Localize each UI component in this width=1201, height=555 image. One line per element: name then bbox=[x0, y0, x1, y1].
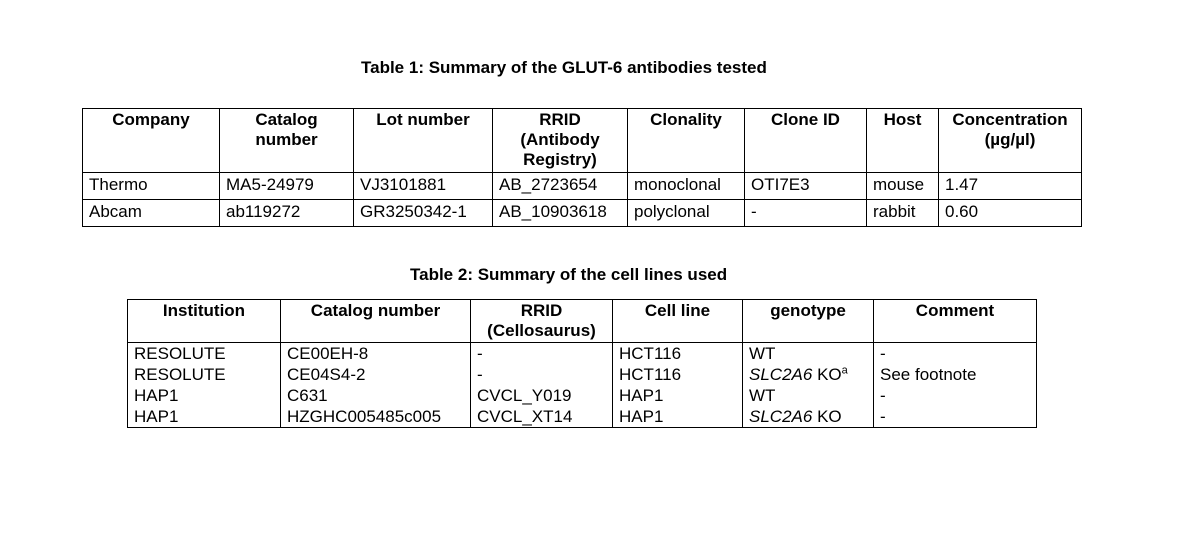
cell-rrid: AB_2723654 bbox=[492, 172, 628, 200]
header-comment: Comment bbox=[873, 299, 1037, 343]
cell-clone-id: OTI7E3 bbox=[744, 172, 867, 200]
cell-clone-id: - bbox=[744, 199, 867, 227]
cell-catalog-number: MA5-24979 bbox=[219, 172, 354, 200]
cell-institution: HAP1 bbox=[127, 406, 281, 428]
cell-company: Thermo bbox=[82, 172, 220, 200]
table-row: HAP1 C631 CVCL_Y019 HAP1 WT - bbox=[127, 385, 1037, 406]
header-catalog-number: Catalog number bbox=[219, 108, 354, 173]
header-catalog-number: Catalog number bbox=[280, 299, 471, 343]
cell-rrid: - bbox=[470, 342, 613, 364]
header-clonality: Clonality bbox=[627, 108, 745, 173]
cell-genotype: WT bbox=[742, 342, 874, 364]
cell-lines-table: Institution Catalog number RRID (Cellosa… bbox=[127, 299, 1037, 428]
header-genotype: genotype bbox=[742, 299, 874, 343]
cell-clonality: polyclonal bbox=[627, 199, 745, 227]
cell-host: mouse bbox=[866, 172, 939, 200]
header-rrid: RRID (Cellosaurus) bbox=[470, 299, 613, 343]
cell-cell-line: HAP1 bbox=[612, 406, 743, 428]
genotype-value: WT bbox=[749, 344, 776, 363]
cell-comment: See footnote bbox=[873, 364, 1037, 385]
header-institution: Institution bbox=[127, 299, 281, 343]
header-clone-id: Clone ID bbox=[744, 108, 867, 173]
cell-lot-number: VJ3101881 bbox=[353, 172, 493, 200]
cell-rrid: - bbox=[470, 364, 613, 385]
genotype-value: KO bbox=[817, 365, 842, 384]
table-row: Thermo MA5-24979 VJ3101881 AB_2723654 mo… bbox=[82, 172, 1082, 200]
cell-genotype: SLC2A6 KO bbox=[742, 406, 874, 428]
antibodies-table: Company Catalog number Lot number RRID (… bbox=[82, 108, 1082, 227]
cell-catalog-number: CE04S4-2 bbox=[280, 364, 471, 385]
cell-concentration: 1.47 bbox=[938, 172, 1082, 200]
cell-catalog-number: CE00EH-8 bbox=[280, 342, 471, 364]
header-company: Company bbox=[82, 108, 220, 173]
cell-catalog-number: C631 bbox=[280, 385, 471, 406]
cell-lot-number: GR3250342-1 bbox=[353, 199, 493, 227]
cell-rrid: CVCL_Y019 bbox=[470, 385, 613, 406]
genotype-gene: SLC2A6 bbox=[749, 407, 813, 426]
header-cell-line: Cell line bbox=[612, 299, 743, 343]
table-row: RESOLUTE CE00EH-8 - HCT116 WT - bbox=[127, 342, 1037, 364]
cell-cell-line: HCT116 bbox=[612, 342, 743, 364]
cell-rrid: CVCL_XT14 bbox=[470, 406, 613, 428]
cell-clonality: monoclonal bbox=[627, 172, 745, 200]
table1-caption: Table 1: Summary of the GLUT-6 antibodie… bbox=[361, 58, 767, 77]
header-concentration: Concentration (µg/µl) bbox=[938, 108, 1082, 173]
cell-genotype: WT bbox=[742, 385, 874, 406]
header-rrid: RRID (Antibody Registry) bbox=[492, 108, 628, 173]
cell-company: Abcam bbox=[82, 199, 220, 227]
header-host: Host bbox=[866, 108, 939, 173]
table-row: RESOLUTE CE04S4-2 - HCT116 SLC2A6 KOa Se… bbox=[127, 364, 1037, 385]
cell-catalog-number: HZGHC005485c005 bbox=[280, 406, 471, 428]
cell-cell-line: HCT116 bbox=[612, 364, 743, 385]
cell-institution: RESOLUTE bbox=[127, 364, 281, 385]
cell-institution: HAP1 bbox=[127, 385, 281, 406]
cell-comment: - bbox=[873, 406, 1037, 428]
table-row: HAP1 HZGHC005485c005 CVCL_XT14 HAP1 SLC2… bbox=[127, 406, 1037, 428]
cell-institution: RESOLUTE bbox=[127, 342, 281, 364]
cell-host: rabbit bbox=[866, 199, 939, 227]
cell-comment: - bbox=[873, 342, 1037, 364]
cell-genotype: SLC2A6 KOa bbox=[742, 364, 874, 385]
cell-rrid: AB_10903618 bbox=[492, 199, 628, 227]
cell-comment: - bbox=[873, 385, 1037, 406]
header-lot-number: Lot number bbox=[353, 108, 493, 173]
cell-catalog-number: ab119272 bbox=[219, 199, 354, 227]
genotype-value: KO bbox=[817, 407, 842, 426]
footnote-mark: a bbox=[841, 364, 848, 377]
cell-concentration: 0.60 bbox=[938, 199, 1082, 227]
table-row: Abcam ab119272 GR3250342-1 AB_10903618 p… bbox=[82, 199, 1082, 227]
table2-header-row: Institution Catalog number RRID (Cellosa… bbox=[127, 299, 1037, 343]
table1-header-row: Company Catalog number Lot number RRID (… bbox=[82, 108, 1082, 173]
genotype-gene: SLC2A6 bbox=[749, 365, 813, 384]
cell-cell-line: HAP1 bbox=[612, 385, 743, 406]
genotype-value: WT bbox=[749, 386, 776, 405]
table2-caption: Table 2: Summary of the cell lines used bbox=[410, 265, 728, 284]
